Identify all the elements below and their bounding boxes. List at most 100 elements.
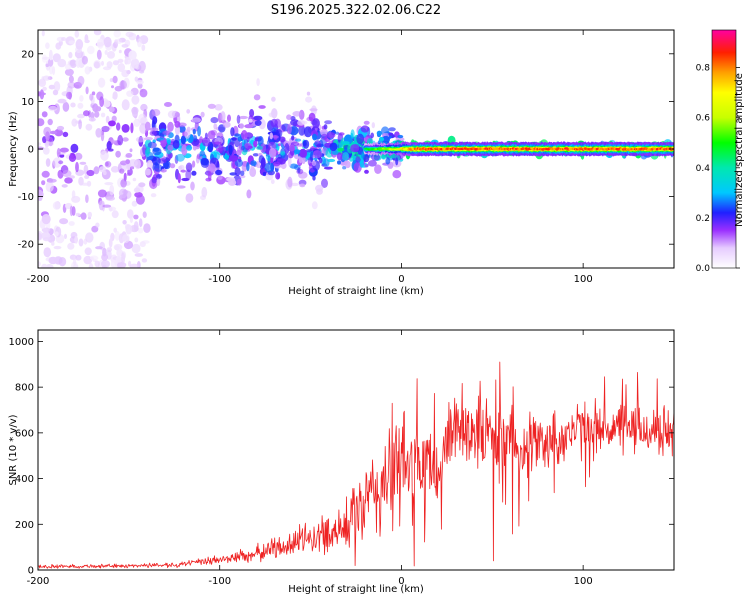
spectrogram-cell <box>214 104 223 111</box>
spectrogram-cell <box>77 113 85 119</box>
spectrogram-cell <box>116 38 122 44</box>
spectrogram-ytick-label: 20 <box>21 49 34 60</box>
spectrogram-cell <box>68 51 73 59</box>
spectrogram-cell <box>68 75 74 84</box>
colorbar-tick-label: 0.4 <box>696 164 711 174</box>
spectrogram-cell <box>306 91 311 96</box>
spectrogram-cell <box>294 149 301 155</box>
spectrogram-cell <box>353 162 362 173</box>
spectrogram-cell <box>246 189 252 199</box>
spectrogram-cell <box>256 145 263 151</box>
spectrogram-cell <box>229 155 239 162</box>
spectrogram-cell <box>185 162 193 173</box>
spectrogram-cell <box>196 153 201 160</box>
spectrogram-cell <box>107 51 115 59</box>
spectrogram-cell <box>38 118 45 127</box>
spectrogram-cell <box>74 235 78 244</box>
spectrogram-cell <box>117 134 124 146</box>
spectrogram-cell <box>297 167 301 174</box>
spectrogram-cell <box>174 125 181 136</box>
spectrogram-cell <box>143 223 151 234</box>
snr-ytick-label: 0 <box>28 566 34 577</box>
spectrogram-cell <box>80 212 87 220</box>
spectrogram-cell <box>146 159 153 170</box>
spectrogram-cell <box>151 109 161 117</box>
spectrogram-cell <box>103 100 111 108</box>
spectrogram-cell <box>367 160 377 167</box>
spectrogram-cell <box>89 93 94 101</box>
snr-frame <box>37 329 675 571</box>
spectrogram-cell <box>129 216 133 223</box>
snr-ytick-label: 1000 <box>9 337 34 348</box>
spectrogram-cell <box>62 101 70 112</box>
spectrogram-cell <box>288 156 292 168</box>
colorbar-tick-label: 0.2 <box>696 214 710 224</box>
spectrogram-cell <box>54 231 59 237</box>
spectrogram-cell <box>360 125 370 133</box>
spectrogram-ytick-label: 0 <box>28 145 34 156</box>
spectrogram-cell <box>258 105 266 109</box>
spectrogram-cell <box>118 188 128 199</box>
spectrogram-cell <box>337 160 341 165</box>
spectrogram-cell <box>59 218 69 225</box>
spectrogram-cell <box>111 115 117 123</box>
spectrogram-cell <box>131 243 141 254</box>
spectrogram-cell <box>355 156 361 163</box>
spectrogram-cell <box>70 102 76 108</box>
spectrogram-cell <box>62 169 72 178</box>
spectrogram-cell <box>84 66 91 75</box>
spectrogram-cell <box>364 169 369 174</box>
spectrogram-cell <box>201 186 208 198</box>
spectrogram-cell <box>91 91 96 96</box>
spectrogram-cell <box>180 135 186 145</box>
spectrogram-cell <box>42 147 50 155</box>
spectrogram-cell <box>125 224 133 235</box>
spectrogram-cell <box>140 103 148 112</box>
spectrogram-cell <box>301 156 306 165</box>
spectrogram-cell <box>216 132 224 139</box>
spectrogram-cell <box>370 132 375 139</box>
spectrogram-cell <box>57 98 67 104</box>
spectrogram-cell <box>253 115 263 121</box>
spectrogram-cell <box>271 108 278 119</box>
spectrogram-cell <box>45 131 50 141</box>
spectrogram-cell <box>129 148 133 153</box>
spectrogram-cell <box>103 36 112 48</box>
spectrogram-cell <box>111 210 119 219</box>
spectrogram-cell <box>227 114 231 122</box>
spectrogram-cell <box>320 133 328 140</box>
spectrogram-cell <box>323 124 328 130</box>
spectrogram-cell <box>311 160 317 166</box>
spectrogram-cell <box>336 152 343 161</box>
spectrogram-cell <box>144 121 151 131</box>
spectrogram-cell <box>133 214 139 220</box>
spectrogram-cell <box>117 58 124 64</box>
spectrogram-cell <box>234 133 241 137</box>
spectrogram-cell <box>364 164 369 168</box>
spectrogram-cell <box>234 167 241 176</box>
spectrogram-xtick-label: -200 <box>27 274 50 285</box>
spectrogram-cell <box>381 135 390 144</box>
spectrogram-cell <box>54 128 63 137</box>
spectrogram-cell <box>109 184 115 196</box>
spectrogram-cell <box>213 141 222 145</box>
spectrogram-cell <box>52 201 61 210</box>
spectrogram-cell <box>133 187 141 193</box>
spectrogram-cell <box>112 91 118 100</box>
spectrogram-cell <box>374 164 382 174</box>
spectrogram-cell <box>53 245 62 250</box>
spectrogram-cell <box>318 157 323 164</box>
snr-ytick-label: 400 <box>15 474 34 485</box>
spectrogram-cell <box>152 147 162 156</box>
spectrogram-cell <box>110 166 120 173</box>
spectrogram-cell <box>298 125 306 136</box>
spectrogram-cell <box>190 181 195 191</box>
spectrogram-cell <box>167 144 174 151</box>
spectrogram-cell <box>75 212 81 217</box>
spectrogram-cell <box>125 159 130 165</box>
spectrogram-cell <box>38 146 45 151</box>
spectrogram-cell <box>249 167 257 177</box>
snr-xtick-label: 100 <box>574 576 593 587</box>
spectrogram-cell <box>75 161 79 173</box>
